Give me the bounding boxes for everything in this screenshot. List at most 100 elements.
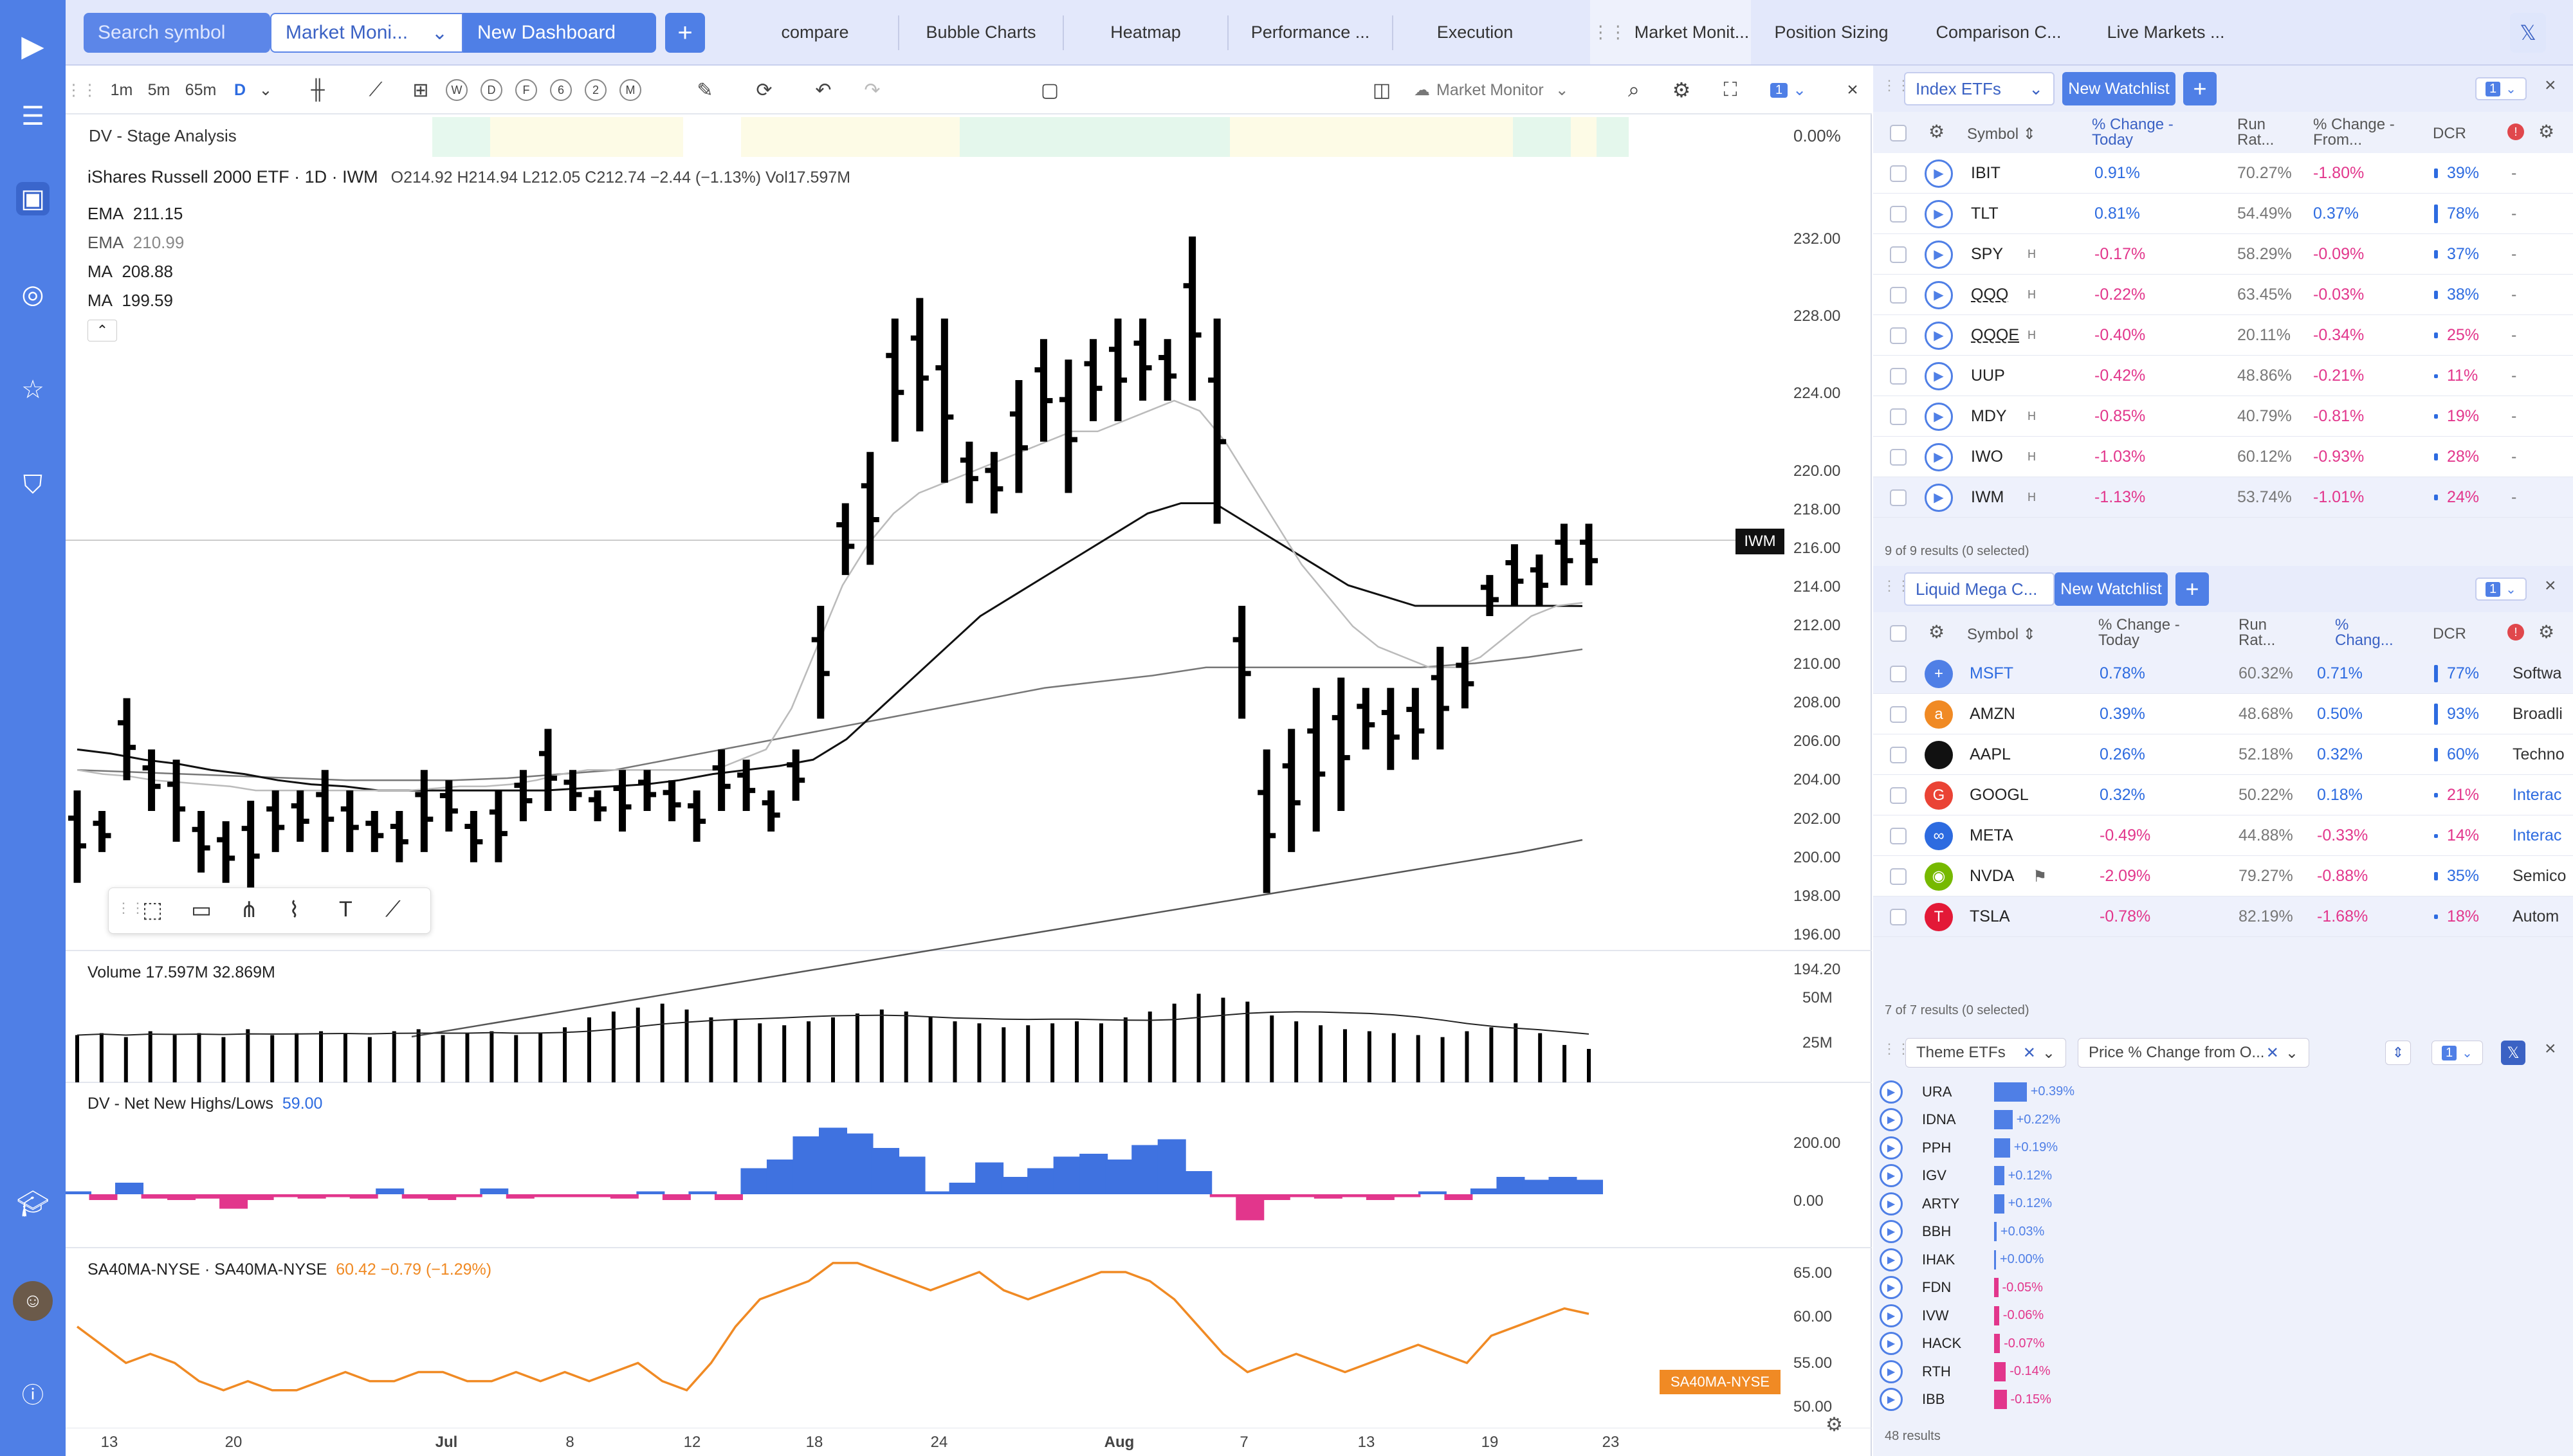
table-row[interactable]: ▶ UUP -0.42% 48.86% -0.21% 11% - (1873, 356, 2573, 396)
tab-position-sizing[interactable]: Position Sizing (1774, 22, 1889, 42)
close-icon[interactable]: × (2545, 1038, 2556, 1059)
nnhl-bar[interactable] (1209, 1194, 1238, 1197)
symbol-cell[interactable]: IHAK (1922, 1251, 1955, 1268)
nnhl-bar[interactable] (376, 1188, 405, 1194)
volume-average-line[interactable] (77, 1011, 1589, 1036)
close-icon[interactable]: × (2545, 575, 2556, 596)
drag-handle-icon[interactable]: ⋮⋮ (1591, 22, 1627, 42)
new-watchlist-button[interactable]: New Watchlist (2055, 572, 2168, 606)
list-item[interactable]: ▶ PPH +0.19% (1873, 1134, 2573, 1161)
nnhl-bar[interactable] (1261, 1194, 1290, 1200)
indicator-ma-mid[interactable]: MA 208.88 (87, 262, 173, 281)
play-icon[interactable]: ▶ (1880, 1164, 1903, 1187)
ohlc-bar[interactable] (489, 790, 508, 862)
nnhl-bar[interactable] (66, 1191, 91, 1195)
table-row[interactable]: ▶ SPY H -0.17% 58.29% -0.09% 37% - (1873, 234, 2573, 275)
new-watchlist-button[interactable]: New Watchlist (2062, 72, 2175, 105)
row-checkbox[interactable] (1890, 705, 1907, 723)
nnhl-bar[interactable] (1314, 1194, 1342, 1199)
axis-settings-icon[interactable]: ⚙ (1826, 1414, 1843, 1435)
calendar-icon[interactable]: ▢ (1040, 79, 1059, 101)
row-checkbox[interactable] (1890, 746, 1907, 763)
ohlc-bar[interactable] (1580, 523, 1598, 586)
nnhl-bar[interactable] (480, 1188, 509, 1194)
sync-group-select[interactable]: 1 ⌄ (2475, 77, 2527, 100)
row-checkbox[interactable] (1890, 327, 1907, 344)
indicator-ema-slow[interactable]: EMA 210.99 (87, 233, 185, 252)
nnhl-bar[interactable] (1027, 1168, 1056, 1195)
nnhl-bar[interactable] (193, 1194, 222, 1199)
new-dashboard-button[interactable]: New Dashboard (463, 13, 656, 53)
symbol-cell[interactable]: IDNA (1922, 1111, 1956, 1127)
flag-icon[interactable]: ⚑ (2033, 867, 2047, 886)
ohlc-bar[interactable] (1059, 359, 1077, 493)
period-w[interactable]: W (444, 75, 470, 105)
interval-65m[interactable]: 65m (185, 80, 217, 99)
logo-icon[interactable]: ▶ (21, 29, 44, 62)
nnhl-bar[interactable] (1444, 1194, 1473, 1200)
indicators-icon[interactable]: ⟋ (369, 79, 383, 100)
gear-icon[interactable]: ⚙ (1928, 622, 1945, 642)
play-icon[interactable]: ▶ (1880, 1220, 1903, 1243)
undo-icon[interactable]: ↶ (815, 79, 832, 101)
ohlc-bar[interactable] (192, 811, 210, 873)
ohlc-bar[interactable] (266, 790, 285, 852)
symbol-cell[interactable]: MSFT (1970, 664, 2014, 682)
ohlc-bar[interactable] (1258, 749, 1276, 893)
table-row[interactable]: ▶ IWO H -1.03% 60.12% -0.93% 28% - (1873, 437, 2573, 477)
radar-icon[interactable]: ◎ (21, 280, 44, 309)
symbol-cell[interactable]: ARTY (1922, 1195, 1960, 1212)
table-row[interactable]: ▶ TLT 0.81% 54.49% 0.37% 78% - (1873, 194, 2573, 234)
symbol-cell[interactable]: TLT (1971, 205, 1999, 223)
rectangle-tool-icon[interactable]: ⬚ (142, 898, 163, 922)
nnhl-bar[interactable] (584, 1194, 613, 1197)
interval-1m[interactable]: 1m (110, 80, 133, 99)
nnhl-bar[interactable] (792, 1136, 821, 1194)
callout-tool-icon[interactable]: ▭ (191, 898, 212, 922)
play-icon[interactable]: ▶ (1880, 1108, 1903, 1131)
row-checkbox[interactable] (1890, 787, 1907, 804)
nnhl-bar[interactable] (1470, 1188, 1499, 1194)
interval-5m[interactable]: 5m (147, 80, 170, 99)
nnhl-bar[interactable] (845, 1133, 874, 1195)
play-icon[interactable]: ▶ (1880, 1080, 1903, 1104)
nnhl-bar[interactable] (219, 1194, 248, 1209)
ohlc-bar[interactable] (861, 451, 879, 565)
ohlc-bar[interactable] (589, 790, 607, 821)
symbol-cell[interactable]: HACK (1922, 1335, 1962, 1351)
ohlc-bar[interactable] (1530, 554, 1548, 606)
play-icon[interactable]: ▶ (1925, 361, 1953, 390)
ohlc-bar[interactable] (365, 811, 384, 852)
ohlc-bar[interactable] (1406, 687, 1425, 760)
nnhl-bar[interactable] (740, 1168, 769, 1195)
ma-mid-line[interactable] (77, 648, 1583, 781)
row-checkbox[interactable] (1890, 908, 1907, 925)
tab-market-monitor[interactable]: ⋮⋮ Market Monit... (1590, 0, 1751, 64)
row-checkbox[interactable] (1890, 286, 1907, 304)
ema-slow-line[interactable] (77, 502, 1583, 792)
ohlc-bar[interactable] (811, 606, 830, 719)
play-icon[interactable]: ▶ (1925, 321, 1953, 350)
table-row[interactable]: ▶ IWM H -1.13% 53.74% -1.01% 24% - (1873, 477, 2573, 518)
ohlc-bar[interactable] (390, 811, 408, 862)
row-checkbox[interactable] (1890, 665, 1907, 682)
ohlc-bar[interactable] (1381, 687, 1400, 770)
symbol-cell[interactable]: IWM (1971, 488, 2004, 506)
table-row[interactable]: ▶ IBIT 0.91% 70.27% -1.80% 39% - (1873, 153, 2573, 194)
ohlc-bar[interactable] (217, 821, 235, 883)
ohlc-bar[interactable] (167, 760, 186, 842)
line-tool-icon[interactable]: ⟋ (385, 897, 401, 922)
col-change-today[interactable]: % Change - Today (2098, 616, 2180, 649)
text-tool-icon[interactable]: T (339, 897, 353, 922)
col-run-rate[interactable]: Run Rat... (2239, 616, 2276, 649)
play-icon[interactable]: ▶ (1925, 159, 1953, 188)
symbol-cell[interactable]: AMZN (1970, 705, 2015, 723)
nnhl-bar[interactable] (271, 1194, 300, 1197)
ohlc-bar[interactable] (1232, 606, 1251, 719)
tab-heatmap[interactable]: Heatmap (1110, 22, 1181, 42)
bar-style-icon[interactable]: ╫ (311, 79, 325, 100)
bookmark-icon[interactable]: ⛉ (23, 470, 42, 499)
ohlc-bar[interactable] (1084, 339, 1103, 421)
symbol-cell[interactable]: URA (1922, 1083, 1952, 1100)
table-row[interactable]: ▶ MDY H -0.85% 40.79% -0.81% 19% - (1873, 396, 2573, 437)
